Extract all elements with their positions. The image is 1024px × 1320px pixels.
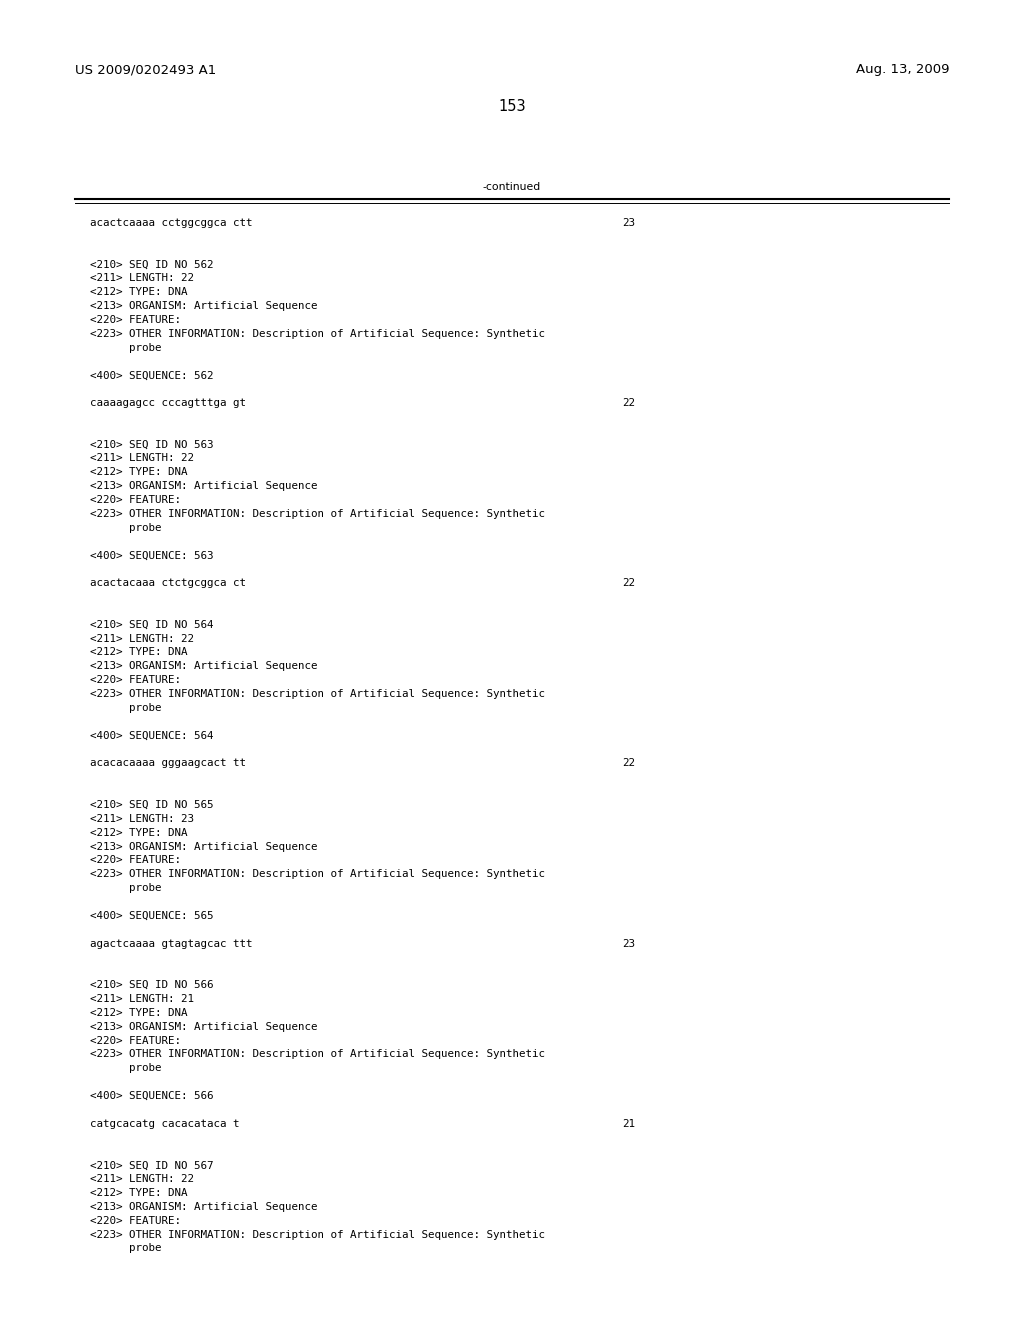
Text: <223> OTHER INFORMATION: Description of Artificial Sequence: Synthetic: <223> OTHER INFORMATION: Description of …: [90, 870, 545, 879]
Text: <213> ORGANISM: Artificial Sequence: <213> ORGANISM: Artificial Sequence: [90, 301, 317, 312]
Text: probe: probe: [90, 704, 162, 713]
Text: <220> FEATURE:: <220> FEATURE:: [90, 676, 181, 685]
Text: 21: 21: [623, 1119, 636, 1129]
Text: probe: probe: [90, 523, 162, 533]
Text: US 2009/0202493 A1: US 2009/0202493 A1: [75, 63, 216, 77]
Text: <212> TYPE: DNA: <212> TYPE: DNA: [90, 1008, 187, 1018]
Text: <400> SEQUENCE: 565: <400> SEQUENCE: 565: [90, 911, 214, 921]
Text: <212> TYPE: DNA: <212> TYPE: DNA: [90, 828, 187, 838]
Text: probe: probe: [90, 883, 162, 894]
Text: <211> LENGTH: 21: <211> LENGTH: 21: [90, 994, 195, 1005]
Text: <211> LENGTH: 22: <211> LENGTH: 22: [90, 1175, 195, 1184]
Text: <210> SEQ ID NO 564: <210> SEQ ID NO 564: [90, 620, 214, 630]
Text: <210> SEQ ID NO 563: <210> SEQ ID NO 563: [90, 440, 214, 450]
Text: <223> OTHER INFORMATION: Description of Artificial Sequence: Synthetic: <223> OTHER INFORMATION: Description of …: [90, 1230, 545, 1239]
Text: <220> FEATURE:: <220> FEATURE:: [90, 495, 181, 506]
Text: caaaagagcc cccagtttga gt: caaaagagcc cccagtttga gt: [90, 399, 246, 408]
Text: <223> OTHER INFORMATION: Description of Artificial Sequence: Synthetic: <223> OTHER INFORMATION: Description of …: [90, 689, 545, 700]
Text: <220> FEATURE:: <220> FEATURE:: [90, 315, 181, 325]
Text: <212> TYPE: DNA: <212> TYPE: DNA: [90, 648, 187, 657]
Text: probe: probe: [90, 1243, 162, 1254]
Text: -continued: -continued: [483, 182, 541, 193]
Text: 22: 22: [623, 399, 636, 408]
Text: <212> TYPE: DNA: <212> TYPE: DNA: [90, 1188, 187, 1199]
Text: 23: 23: [623, 218, 636, 228]
Text: probe: probe: [90, 343, 162, 352]
Text: <210> SEQ ID NO 567: <210> SEQ ID NO 567: [90, 1160, 214, 1171]
Text: <213> ORGANISM: Artificial Sequence: <213> ORGANISM: Artificial Sequence: [90, 482, 317, 491]
Text: probe: probe: [90, 1064, 162, 1073]
Text: <212> TYPE: DNA: <212> TYPE: DNA: [90, 467, 187, 478]
Text: <210> SEQ ID NO 565: <210> SEQ ID NO 565: [90, 800, 214, 810]
Text: <211> LENGTH: 22: <211> LENGTH: 22: [90, 273, 195, 284]
Text: <400> SEQUENCE: 563: <400> SEQUENCE: 563: [90, 550, 214, 561]
Text: Aug. 13, 2009: Aug. 13, 2009: [856, 63, 949, 77]
Text: <223> OTHER INFORMATION: Description of Artificial Sequence: Synthetic: <223> OTHER INFORMATION: Description of …: [90, 508, 545, 519]
Text: <210> SEQ ID NO 562: <210> SEQ ID NO 562: [90, 260, 214, 269]
Text: catgcacatg cacacataca t: catgcacatg cacacataca t: [90, 1119, 240, 1129]
Text: <220> FEATURE:: <220> FEATURE:: [90, 1036, 181, 1045]
Text: <400> SEQUENCE: 562: <400> SEQUENCE: 562: [90, 370, 214, 380]
Text: <211> LENGTH: 23: <211> LENGTH: 23: [90, 813, 195, 824]
Text: <211> LENGTH: 22: <211> LENGTH: 22: [90, 454, 195, 463]
Text: 153: 153: [499, 99, 525, 114]
Text: <211> LENGTH: 22: <211> LENGTH: 22: [90, 634, 195, 644]
Text: 23: 23: [623, 939, 636, 949]
Text: <213> ORGANISM: Artificial Sequence: <213> ORGANISM: Artificial Sequence: [90, 842, 317, 851]
Text: <213> ORGANISM: Artificial Sequence: <213> ORGANISM: Artificial Sequence: [90, 1203, 317, 1212]
Text: <213> ORGANISM: Artificial Sequence: <213> ORGANISM: Artificial Sequence: [90, 1022, 317, 1032]
Text: <400> SEQUENCE: 566: <400> SEQUENCE: 566: [90, 1092, 214, 1101]
Text: <212> TYPE: DNA: <212> TYPE: DNA: [90, 288, 187, 297]
Text: <400> SEQUENCE: 564: <400> SEQUENCE: 564: [90, 731, 214, 741]
Text: <213> ORGANISM: Artificial Sequence: <213> ORGANISM: Artificial Sequence: [90, 661, 317, 672]
Text: 22: 22: [623, 578, 636, 589]
Text: <223> OTHER INFORMATION: Description of Artificial Sequence: Synthetic: <223> OTHER INFORMATION: Description of …: [90, 329, 545, 339]
Text: <220> FEATURE:: <220> FEATURE:: [90, 855, 181, 866]
Text: 22: 22: [623, 758, 636, 768]
Text: acactacaaa ctctgcggca ct: acactacaaa ctctgcggca ct: [90, 578, 246, 589]
Text: <223> OTHER INFORMATION: Description of Artificial Sequence: Synthetic: <223> OTHER INFORMATION: Description of …: [90, 1049, 545, 1060]
Text: <210> SEQ ID NO 566: <210> SEQ ID NO 566: [90, 979, 214, 990]
Text: agactcaaaa gtagtagcac ttt: agactcaaaa gtagtagcac ttt: [90, 939, 253, 949]
Text: <220> FEATURE:: <220> FEATURE:: [90, 1216, 181, 1226]
Text: acactcaaaa cctggcggca ctt: acactcaaaa cctggcggca ctt: [90, 218, 253, 228]
Text: acacacaaaa gggaagcact tt: acacacaaaa gggaagcact tt: [90, 758, 246, 768]
